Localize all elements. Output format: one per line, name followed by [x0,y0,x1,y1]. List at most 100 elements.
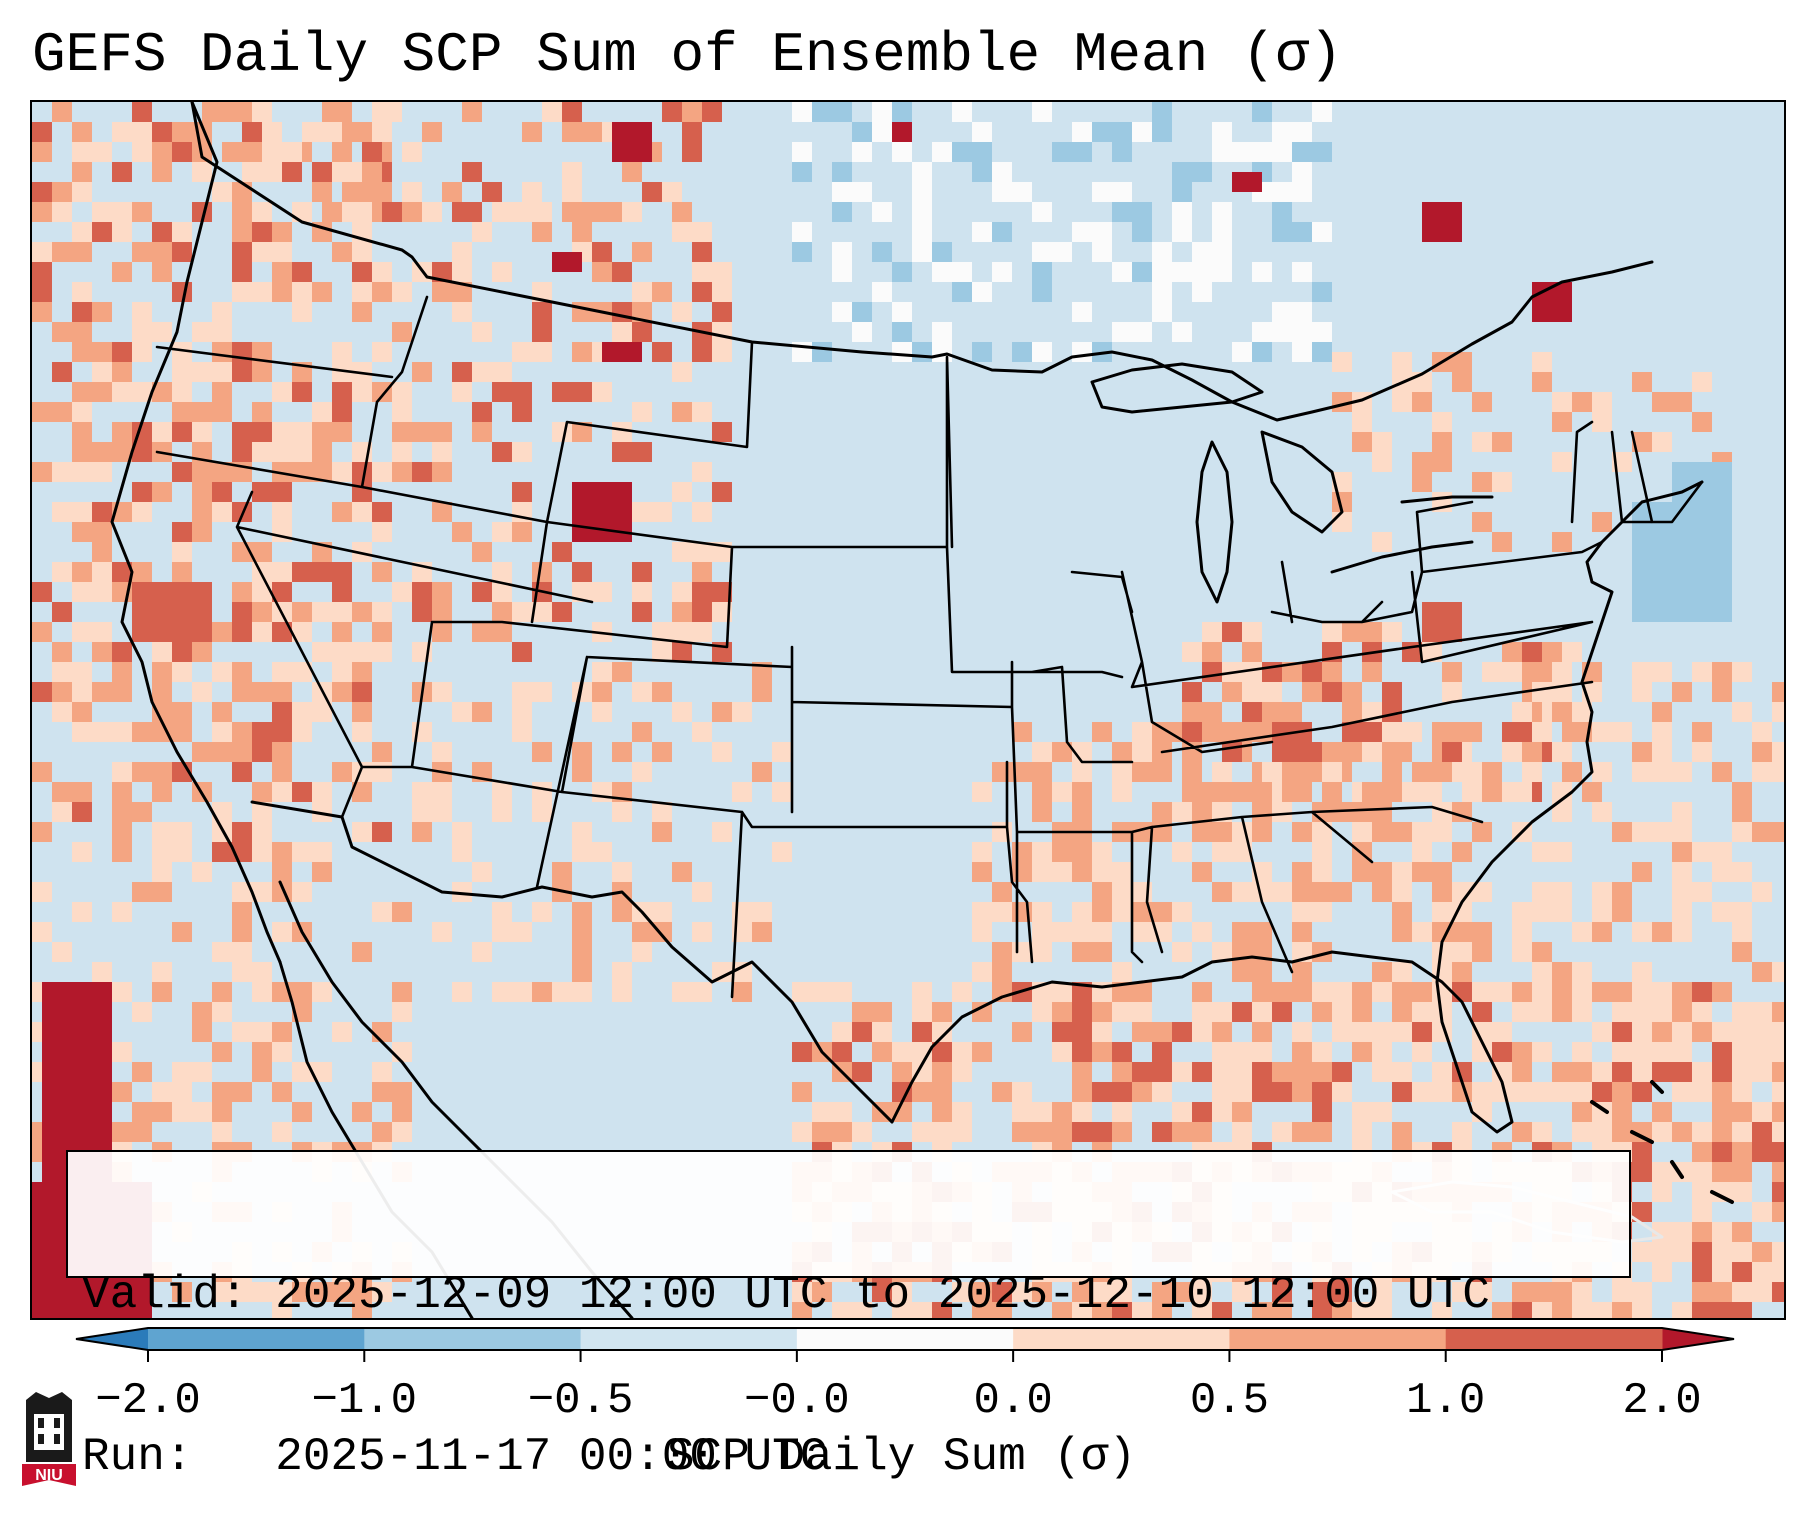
anomaly-cell [1712,1262,1732,1282]
anomaly-cell [872,202,892,222]
anomaly-cell [1432,1302,1452,1318]
anomaly-cell [852,1302,872,1318]
anomaly-cell [1232,822,1252,842]
anomaly-cell [692,622,712,642]
anomaly-cell [1072,942,1092,962]
anomaly-cell [1292,822,1312,842]
anomaly-cell [212,1082,232,1102]
anomaly-cell [72,662,92,682]
anomaly-cell [1592,882,1612,902]
anomaly-cell [1442,662,1462,682]
anomaly-cell [1752,1262,1772,1282]
anomaly-cell [112,822,132,842]
anomaly-cell [1452,372,1472,392]
anomaly-cell [632,922,652,942]
anomaly-cell [432,442,452,462]
anomaly-cell [1252,1022,1272,1042]
anomaly-cell [172,522,192,542]
anomaly-cell [172,1082,192,1102]
anomaly-cell [1772,1122,1784,1142]
anomaly-cell [252,542,272,562]
anomaly-cell [292,882,312,902]
anomaly-cell [492,522,512,542]
anomaly-cell [152,222,172,242]
anomaly-cell [372,602,392,622]
anomaly-cell [1092,922,1112,942]
anomaly-cell [972,962,992,982]
anomaly-cell [852,1062,872,1082]
anomaly-cell [1152,722,1172,742]
anomaly-cell [472,362,492,382]
colorbar-bin [364,1328,582,1350]
anomaly-cell [1372,432,1392,452]
anomaly-cell [572,822,592,842]
anomaly-cell [562,162,582,182]
colorbar-tick-label: −2.0 [95,1376,201,1426]
anomaly-cell [152,702,172,722]
anomaly-cell [1652,742,1672,762]
anomaly-cell [1672,1042,1692,1062]
anomaly-cell [92,462,112,482]
anomaly-cell [392,1102,412,1122]
anomaly-cell [212,402,232,422]
anomaly-cell [612,982,632,1002]
anomaly-hotspot [132,582,212,642]
anomaly-cell [712,962,732,982]
anomaly-cell [572,962,592,982]
anomaly-cell [272,1022,292,1042]
anomaly-cell [452,242,472,262]
anomaly-cell [492,602,512,622]
anomaly-cell [1552,1062,1572,1082]
anomaly-cell [92,222,112,242]
anomaly-cell [292,1062,312,1082]
anomaly-cell [562,122,582,142]
anomaly-cell [252,962,272,982]
anomaly-cell [172,722,192,742]
anomaly-cell [1012,722,1032,742]
anomaly-cell [1472,942,1492,962]
anomaly-cell [912,1122,932,1142]
anomaly-cell [1132,1022,1152,1042]
anomaly-cell [812,982,832,1002]
anomaly-cell [1552,1302,1572,1318]
anomaly-cell [1592,922,1612,942]
anomaly-cell [1032,902,1052,922]
anomaly-cell [152,122,172,142]
anomaly-cell [1392,1002,1412,1022]
anomaly-cell [1492,1022,1512,1042]
anomaly-cell [72,702,92,722]
anomaly-cell [692,342,712,362]
anomaly-cell [1292,1042,1312,1062]
anomaly-cell [1412,822,1432,842]
anomaly-cell [1152,1302,1172,1318]
anomaly-cell [972,142,992,162]
anomaly-cell [1472,982,1492,1002]
anomaly-cell [1072,862,1092,882]
anomaly-cell [1472,1002,1492,1022]
anomaly-cell [112,562,132,582]
anomaly-cell [32,182,52,202]
anomaly-cell [1652,1042,1672,1062]
anomaly-cell [172,562,192,582]
anomaly-cell [332,1282,352,1302]
anomaly-cell [692,462,712,482]
anomaly-cell [1462,762,1482,782]
anomaly-cell [1212,842,1232,862]
anomaly-cell [352,782,372,802]
anomaly-cell [322,102,342,122]
anomaly-cell [232,602,252,622]
anomaly-cell [422,122,442,142]
anomaly-hotspot [612,122,652,162]
anomaly-cell [1432,882,1452,902]
anomaly-cell [492,562,512,582]
anomaly-cell [632,322,652,342]
anomaly-cell [252,782,272,802]
anomaly-cell [1752,962,1772,982]
anomaly-cell [1172,802,1192,822]
anomaly-cell [1372,1282,1392,1302]
anomaly-cell [1772,1182,1784,1202]
anomaly-cell [392,582,412,602]
anomaly-cell [172,662,192,682]
anomaly-cell [652,502,672,522]
anomaly-cell [1452,1122,1472,1142]
